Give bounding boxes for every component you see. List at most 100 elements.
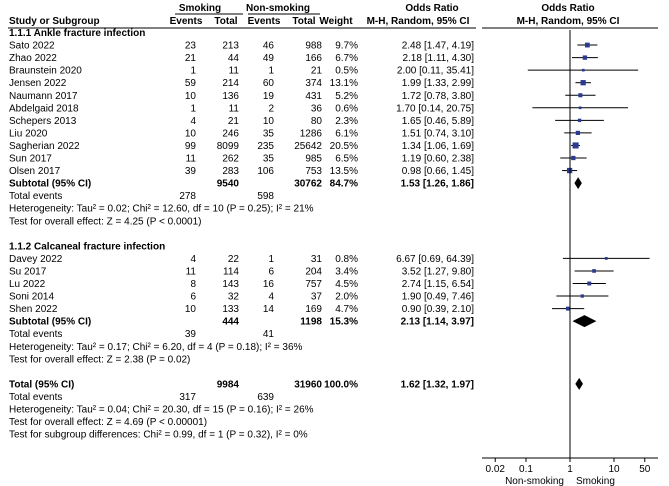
overall-effect-text: Test for overall effect: Z = 4.25 (P < 0…: [9, 216, 202, 227]
study-events1: 6: [190, 292, 196, 303]
study-events1: 11: [186, 154, 197, 165]
study-events2: 235: [257, 141, 274, 152]
study-point: [575, 130, 580, 136]
study-ci: 6.67 [0.69, 64.39]: [396, 254, 474, 265]
study-point: [582, 55, 588, 60]
subgroup-title: 1.1.1 Ankle fracture infection: [9, 28, 145, 39]
subtotal-label: Subtotal (95% CI): [9, 179, 91, 190]
study-total2: 753: [305, 166, 322, 177]
study-ci: 3.52 [1.27, 9.80]: [402, 266, 475, 277]
study-name: Soni 2014: [9, 292, 54, 303]
study-point: [572, 142, 579, 149]
total-total2: 31960: [294, 379, 322, 390]
study-events1: 4: [190, 254, 196, 265]
study-weight: 6.5%: [335, 154, 358, 165]
total-total1: 9984: [217, 379, 240, 390]
study-weight: 0.5%: [335, 66, 358, 77]
study-ci: 2.18 [1.11, 4.30]: [402, 53, 474, 64]
overall-effect-text: Test for overall effect: Z = 4.69 (P < 0…: [9, 417, 207, 428]
study-weight: 0.8%: [335, 254, 358, 265]
study-weight: 2.0%: [335, 292, 358, 303]
x-tick-label: 0.02: [486, 464, 506, 475]
study-total1: 8099: [217, 141, 240, 152]
study-events2: 1: [268, 66, 274, 77]
study-point: [581, 68, 585, 72]
method-column-header: M-H, Random, 95% CI: [367, 16, 470, 27]
study-total1: 32: [228, 292, 240, 303]
study-weight: 3.4%: [335, 266, 358, 277]
study-events1: 10: [185, 304, 197, 315]
study-name: Sato 2022: [9, 41, 55, 52]
total-diamond: [575, 377, 583, 390]
study-name: Liu 2020: [9, 128, 48, 139]
subtotal-ci: 2.13 [1.14, 3.97]: [401, 317, 474, 328]
subtotal-ci: 1.53 [1.26, 1.86]: [401, 179, 474, 190]
study-total2: 169: [305, 304, 322, 315]
study-events2: 1: [268, 254, 274, 265]
study-total2: 31: [311, 254, 323, 265]
x-tick-label: 0.1: [519, 464, 533, 475]
group-nonsmoking-header: Non-smoking: [246, 3, 310, 14]
subtotal-total1: 9540: [217, 179, 240, 190]
total-events-label: Total events: [9, 329, 62, 340]
study-total1: 262: [222, 154, 239, 165]
study-point: [580, 80, 586, 86]
study-point: [584, 42, 590, 48]
study-events2: 10: [263, 116, 275, 127]
study-events1: 11: [186, 266, 197, 277]
study-weight: 4.5%: [335, 279, 358, 290]
study-ci: 2.48 [1.47, 4.19]: [402, 41, 475, 52]
study-total1: 11: [229, 66, 240, 77]
study-events1: 39: [185, 166, 197, 177]
study-ci: 1.65 [0.46, 5.89]: [402, 116, 475, 127]
study-total1: 143: [222, 279, 239, 290]
subtotal-total2: 1198: [300, 317, 322, 328]
events1-column-header: Events: [170, 16, 203, 27]
total2-column-header: Total: [292, 16, 315, 27]
subtotal-total2: 30762: [294, 179, 322, 190]
study-total1: 283: [222, 166, 239, 177]
study-events1: 8: [190, 279, 196, 290]
total-events2: 598: [257, 191, 274, 202]
study-total2: 80: [311, 116, 323, 127]
total-events1: 317: [179, 392, 196, 403]
study-ci: 0.90 [0.39, 2.10]: [402, 304, 475, 315]
study-total1: 22: [228, 254, 240, 265]
study-total1: 114: [223, 266, 239, 277]
study-weight: 20.5%: [330, 141, 358, 152]
total-label: Total (95% CI): [9, 379, 74, 390]
study-name: Davey 2022: [9, 254, 63, 265]
study-total2: 1286: [300, 128, 323, 139]
study-weight: 6.7%: [335, 53, 358, 64]
total-events1: 278: [179, 191, 196, 202]
study-column-header: Study or Subgroup: [9, 16, 100, 27]
study-total2: 36: [311, 103, 323, 114]
study-ci: 1.99 [1.33, 2.99]: [402, 78, 475, 89]
study-point: [578, 93, 583, 98]
study-total1: 136: [222, 91, 239, 102]
total-ci: 1.62 [1.32, 1.97]: [401, 379, 474, 390]
study-total2: 204: [305, 266, 322, 277]
total-events-label: Total events: [9, 392, 62, 403]
weight-column-header: Weight: [319, 16, 353, 27]
study-ci: 1.70 [0.14, 20.75]: [396, 103, 474, 114]
subtotal-label: Subtotal (95% CI): [9, 317, 91, 328]
subtotal-diamond: [574, 177, 582, 190]
study-events1: 59: [185, 78, 197, 89]
study-total2: 985: [305, 154, 322, 165]
study-name: Su 2017: [9, 266, 47, 277]
study-total2: 374: [305, 78, 322, 89]
subtotal-weight: 84.7%: [330, 179, 358, 190]
study-events1: 10: [185, 128, 197, 139]
study-weight: 0.6%: [335, 103, 358, 114]
study-point: [577, 118, 582, 123]
study-events2: 6: [268, 266, 274, 277]
study-events2: 106: [257, 166, 274, 177]
study-total2: 988: [305, 41, 322, 52]
study-total1: 213: [222, 41, 239, 52]
study-total2: 431: [305, 91, 322, 102]
study-point: [580, 294, 584, 298]
subgroup-title: 1.1.2 Calcaneal fracture infection: [9, 241, 165, 252]
study-events1: 1: [190, 66, 196, 77]
